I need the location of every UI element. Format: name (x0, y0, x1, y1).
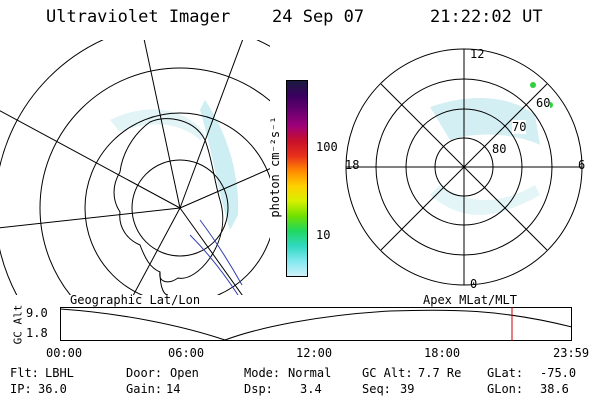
geographic-panel-label: Geographic Lat/Lon (70, 293, 201, 307)
status-value-dsp: 3.4 (300, 382, 322, 396)
status-value-flt: LBHL (45, 366, 74, 380)
altitude-x-tick-2: 12:00 (296, 346, 333, 360)
colorbar (286, 80, 308, 277)
status-label-gain: Gain: (126, 382, 163, 396)
colorbar-tick-100: 100 (316, 140, 338, 154)
date-label: 24 Sep 07 (272, 7, 365, 27)
altitude-x-tick-4: 23:59 (553, 346, 590, 360)
status-value-glon: 38.6 (540, 382, 569, 396)
altitude-curve (60, 308, 572, 341)
altitude-x-tick-0: 00:00 (46, 346, 83, 360)
mlat-label-70: 70 (512, 120, 527, 134)
status-label-glon: GLon: (487, 382, 524, 396)
colorbar-tick-10: 10 (316, 228, 331, 242)
mlat-label-60: 60 (536, 96, 551, 110)
geographic-map (0, 40, 270, 295)
status-value-gain: 14 (166, 382, 181, 396)
status-value-door: Open (170, 366, 199, 380)
mlt-label-18: 18 (345, 158, 360, 172)
apex-polar-plot (345, 48, 583, 286)
status-label-dsp: Dsp: (244, 382, 273, 396)
altitude-plot (60, 307, 572, 341)
status-label-ip: IP: (10, 382, 32, 396)
altitude-y-tick-top: 9.0 (26, 306, 48, 320)
mlt-label-6: 6 (578, 158, 586, 172)
status-label-door: Door: (126, 366, 163, 380)
status-value-mode: Normal (288, 366, 332, 380)
altitude-x-tick-1: 06:00 (168, 346, 205, 360)
status-value-seq: 39 (400, 382, 415, 396)
status-value-gc-alt: 7.7 Re (418, 366, 462, 380)
altitude-y-label: GC Alt (11, 304, 25, 345)
altitude-y-tick-bottom: 1.8 (26, 326, 48, 340)
mlat-label-80: 80 (492, 142, 507, 156)
status-label-gc-alt: GC Alt: (362, 366, 413, 380)
altitude-x-tick-3: 18:00 (424, 346, 461, 360)
aurora-region (200, 100, 239, 230)
colorbar-gradient (287, 81, 307, 276)
mlt-label-0: 0 (470, 277, 478, 291)
status-label-glat: GLat: (487, 366, 524, 380)
status-value-ip: 36.0 (38, 382, 67, 396)
aurora-dot (530, 82, 536, 88)
status-label-seq: Seq: (362, 382, 391, 396)
status-label-mode: Mode: (244, 366, 281, 380)
apex-panel-label: Apex MLat/MLT (423, 293, 517, 307)
status-label-flt: Flt: (10, 366, 39, 380)
mlt-label-12: 12 (470, 47, 485, 61)
antarctica-coastline (113, 118, 224, 283)
colorbar-unit-label: photon cm⁻²s⁻¹ (268, 116, 282, 218)
status-value-glat: -75.0 (540, 366, 577, 380)
instrument-title: Ultraviolet Imager (46, 7, 231, 27)
time-label: 21:22:02 UT (430, 7, 543, 27)
